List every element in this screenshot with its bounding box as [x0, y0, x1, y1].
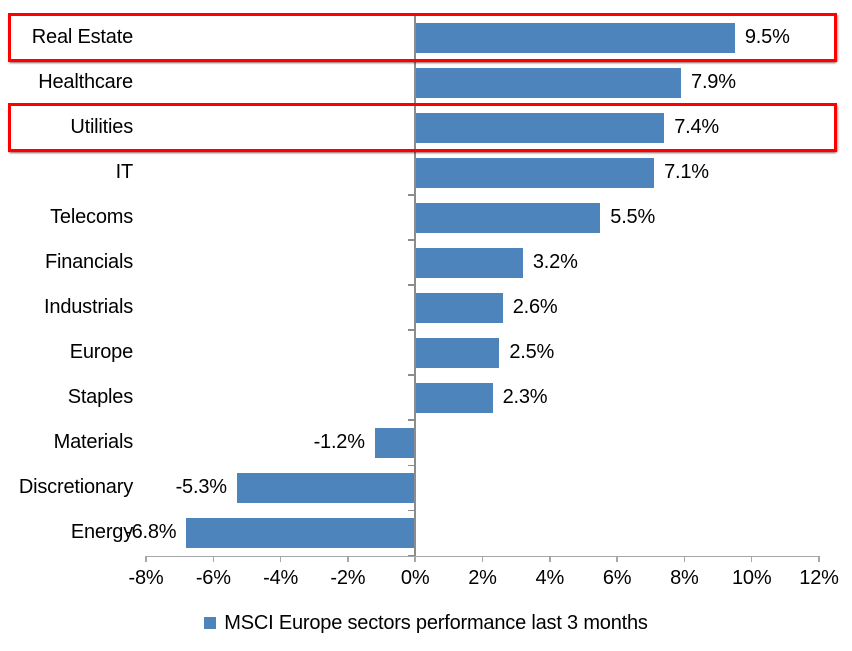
value-axis-tick-label-4-: 4%	[535, 567, 565, 589]
category-label-discretionary: Discretionary	[18, 476, 133, 499]
legend: MSCI Europe sectors performance last 3 m…	[0, 606, 852, 640]
bar-real-estate	[415, 22, 735, 53]
value-axis-tick	[212, 555, 215, 562]
value-label-energy: -6.8%	[125, 521, 177, 544]
value-axis-tick-label-0-: 0%	[400, 567, 430, 589]
value-axis-tick-label-10-: 10%	[731, 567, 772, 589]
category-axis-tick	[407, 329, 416, 332]
category-axis-tick	[407, 284, 416, 287]
value-axis-tick	[279, 555, 282, 562]
value-axis-tick-label-8-: 8%	[670, 567, 699, 589]
value-axis-tick	[145, 555, 147, 562]
category-label-telecoms: Telecoms	[50, 206, 133, 229]
category-label-utilities: Utilities	[70, 116, 133, 139]
bar-healthcare	[415, 67, 682, 98]
bar-it	[415, 157, 655, 188]
bar-staples	[415, 382, 493, 413]
value-label-financials: 3.2%	[532, 251, 578, 274]
value-label-discretionary: -5.3%	[175, 476, 227, 499]
category-label-europe: Europe	[69, 341, 133, 364]
value-axis-tick	[616, 555, 618, 562]
category-label-healthcare: Healthcare	[38, 71, 133, 94]
category-axis-tick	[407, 464, 416, 467]
value-axis-tick	[750, 555, 753, 562]
value-axis-tick-label-6-: 6%	[602, 567, 632, 589]
value-label-real-estate: 9.5%	[744, 26, 790, 48]
bar-discretionary	[236, 472, 416, 503]
category-label-staples: Staples	[67, 386, 134, 409]
value-axis-tick-label--6-: -6%	[195, 567, 231, 589]
bar-industrials	[415, 292, 503, 323]
value-label-materials: -1.2%	[313, 431, 365, 454]
highlight-box-utilities	[8, 103, 837, 153]
bar-telecoms	[415, 202, 601, 233]
category-axis-tick	[407, 419, 416, 422]
bar-energy	[186, 517, 416, 548]
category-axis-tick	[407, 374, 416, 377]
category-axis-tick	[407, 554, 416, 557]
value-label-telecoms: 5.5%	[610, 206, 656, 229]
value-label-staples: 2.3%	[502, 386, 548, 409]
category-label-financials: Financials	[44, 251, 133, 274]
legend-label: MSCI Europe sectors performance last 3 m…	[224, 611, 648, 634]
value-axis-tick-label-2-: 2%	[468, 567, 497, 589]
value-label-industrials: 2.6%	[512, 296, 558, 319]
value-axis-tick-label-12-: 12%	[799, 567, 839, 589]
category-label-it: IT	[115, 161, 134, 184]
bar-financials	[415, 247, 523, 278]
bar-europe	[415, 337, 500, 368]
value-axis-tick	[549, 555, 551, 562]
category-label-real-estate: Real Estate	[31, 26, 133, 48]
value-axis-tick	[818, 555, 820, 562]
value-label-it: 7.1%	[664, 161, 709, 184]
value-axis-tick-label--2-: -2%	[330, 567, 366, 589]
legend-marker-icon	[204, 617, 217, 629]
value-axis-tick	[347, 555, 349, 562]
value-axis-tick	[683, 555, 686, 562]
bar-utilities	[415, 112, 665, 143]
category-axis-tick	[407, 194, 416, 197]
value-label-healthcare: 7.9%	[691, 71, 736, 94]
category-axis-tick	[407, 239, 416, 242]
value-label-europe: 2.5%	[509, 341, 555, 364]
category-label-energy: Energy	[70, 521, 133, 544]
category-axis-tick	[407, 509, 416, 512]
value-axis-tick	[481, 555, 484, 562]
category-axis-line	[414, 15, 417, 556]
value-axis-tick-label--8-: -8%	[128, 567, 164, 589]
highlight-box-real-estate	[8, 13, 837, 63]
value-axis-tick	[414, 555, 416, 562]
value-axis-tick-label--4-: -4%	[263, 567, 299, 589]
category-label-industrials: Industrials	[44, 296, 133, 319]
bar-materials	[374, 427, 416, 458]
value-label-utilities: 7.4%	[674, 116, 719, 139]
category-label-materials: Materials	[53, 431, 134, 454]
